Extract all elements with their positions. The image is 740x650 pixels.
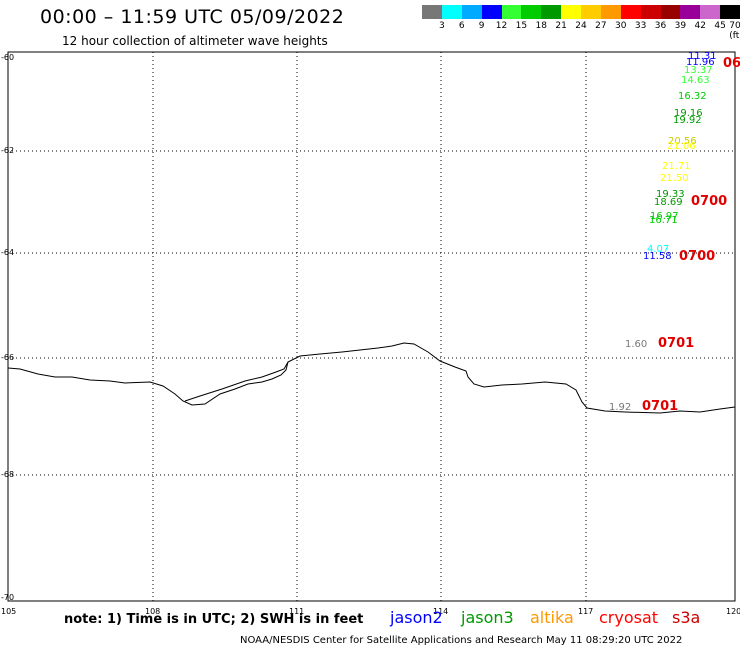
color-scale-swatch xyxy=(422,5,442,19)
color-scale-swatch xyxy=(501,5,522,19)
legend-jason2: jason2 xyxy=(390,608,443,627)
lat-label: -66 xyxy=(1,353,14,362)
lon-label: 120 xyxy=(726,607,740,616)
wave-height-value: 16.97 xyxy=(650,211,679,222)
color-scale-swatch xyxy=(620,5,641,19)
wave-height-value: 16.32 xyxy=(678,91,707,102)
lat-label: -62 xyxy=(1,146,14,155)
color-scale-swatch xyxy=(521,5,542,19)
wave-height-value: 4.07 xyxy=(647,244,669,255)
map-subtitle: 12 hour collection of altimeter wave hei… xyxy=(62,34,328,48)
wave-height-value: 11.31 xyxy=(688,51,717,62)
color-scale-swatch xyxy=(720,5,740,19)
wave-height-value: 1.92 xyxy=(609,402,631,413)
legend-altika: altika xyxy=(530,608,574,627)
lat-label: -70 xyxy=(1,593,14,602)
pass-time-label: 0700 xyxy=(691,194,727,209)
pass-time-label: 0700 xyxy=(679,249,715,264)
color-scale-label: 70 (ft) xyxy=(729,21,740,41)
wave-height-value: 19.16 xyxy=(674,108,703,119)
color-scale-swatch xyxy=(600,5,621,19)
color-scale-label: 27 xyxy=(595,21,607,31)
lat-label: -68 xyxy=(1,470,14,479)
wave-height-value: 19.92 xyxy=(673,115,702,126)
color-scale-swatch xyxy=(680,5,701,19)
lon-label: 105 xyxy=(1,607,16,616)
color-scale-label: 39 xyxy=(674,21,687,31)
lat-label: -64 xyxy=(1,248,14,257)
color-scale-label: 33 xyxy=(634,21,647,31)
color-scale-swatch xyxy=(581,5,601,19)
observations: 11.31 11.96 13.37 14.63 16.32 19.16 19.9… xyxy=(609,51,717,413)
color-scale-swatch xyxy=(640,5,661,19)
color-scale-swatch xyxy=(441,5,462,19)
wave-height-value: 21.50 xyxy=(660,173,689,184)
wave-height-value: 19.33 xyxy=(656,189,685,200)
graticule xyxy=(8,52,735,601)
wave-height-value: 16.71 xyxy=(649,215,678,226)
wave-height-value: 14.63 xyxy=(681,75,710,86)
lon-label: 108 xyxy=(145,607,160,616)
legend-s3a: s3a xyxy=(672,608,701,627)
pass-time-label: 06 xyxy=(723,56,740,71)
wave-height-value: 1.60 xyxy=(625,339,647,350)
legend-jason3: jason3 xyxy=(461,608,514,627)
legend-cryosat: cryosat xyxy=(599,608,659,627)
color-scale-label: 18 xyxy=(535,21,547,31)
color-scale-label: 15 xyxy=(515,21,528,31)
lon-label: 114 xyxy=(433,607,448,616)
map-frame xyxy=(7,51,736,602)
antarctic-coastline xyxy=(7,342,736,414)
wave-height-value: 18.69 xyxy=(654,197,683,208)
pass-time-label: 0701 xyxy=(642,399,678,414)
credit-line: NOAA/NESDIS Center for Satellite Applica… xyxy=(240,635,683,646)
color-scale-label: 36 xyxy=(654,21,667,31)
lon-label: 117 xyxy=(578,607,593,616)
color-scale-label: 21 xyxy=(555,21,567,31)
color-scale-label: 30 xyxy=(615,21,627,31)
lat-label: -60 xyxy=(1,53,14,62)
color-scale-swatch xyxy=(660,5,681,19)
pass-labels: 06 0700 0700 0701 0701 xyxy=(642,56,740,414)
color-scale-swatch xyxy=(700,5,721,19)
wave-height-value: 13.37 xyxy=(684,65,713,76)
color-scale-label: 9 xyxy=(478,21,485,31)
lon-label: 111 xyxy=(289,607,304,616)
pass-time-label: 0701 xyxy=(658,336,694,351)
map-title: 00:00 – 11:59 UTC 05/09/2022 xyxy=(40,6,345,28)
color-scale-label: 45 xyxy=(714,21,726,31)
wave-height-value: 21.06 xyxy=(667,141,696,152)
color-scale-swatch xyxy=(461,5,482,19)
color-scale-label: 12 xyxy=(495,21,508,31)
color-scale-label: 42 xyxy=(694,21,706,31)
wave-height-value: 11.96 xyxy=(686,57,715,68)
coastline-inlet xyxy=(184,361,289,402)
color-scale-label: 6 xyxy=(458,21,465,31)
color-scale-label: 24 xyxy=(575,21,587,31)
color-scale-label: 3 xyxy=(439,21,445,31)
wave-height-value: 11.58 xyxy=(643,251,672,262)
wave-height-value: 21.71 xyxy=(662,161,691,172)
color-scale xyxy=(422,5,740,19)
color-scale-swatch xyxy=(541,5,562,19)
color-scale-swatch xyxy=(561,5,581,19)
units-note: note: 1) Time is in UTC; 2) SWH is in fe… xyxy=(64,612,364,627)
wave-height-value: 20.56 xyxy=(668,136,697,147)
color-scale-swatch xyxy=(481,5,502,19)
